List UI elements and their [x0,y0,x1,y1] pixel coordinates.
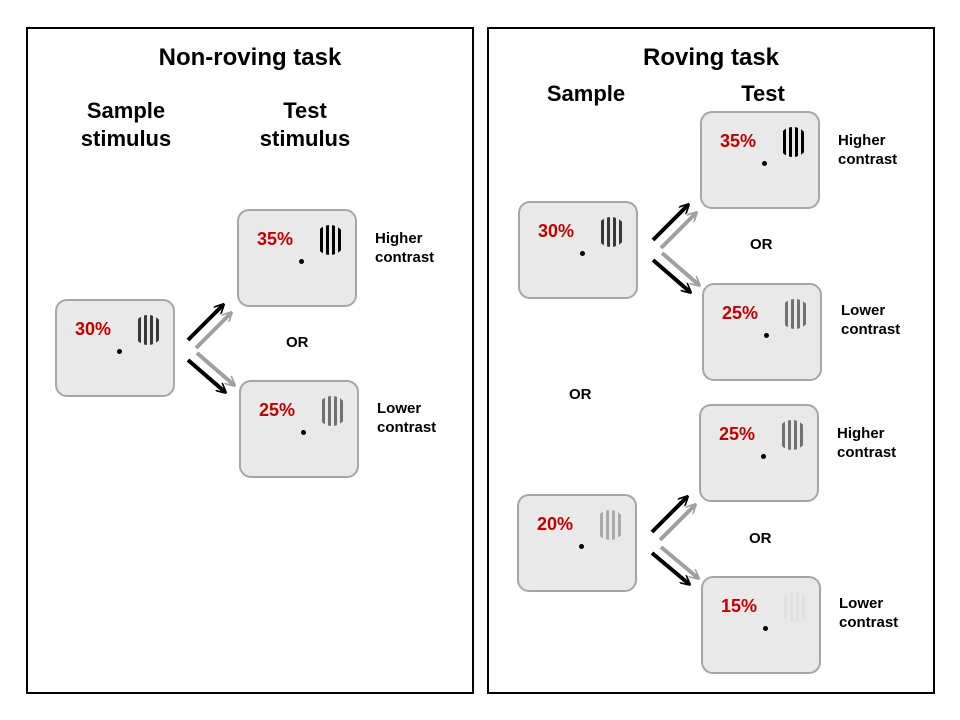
grating-stripe [319,225,323,255]
grating-stripe [331,225,335,255]
contrast-value: 30% [538,221,575,241]
fixation-dot [579,544,584,549]
contrast-value: 25% [722,303,759,323]
grating-stripe [149,315,153,345]
roving-title: Roving task [642,44,780,71]
grating-stripe [611,510,615,540]
arrow-down-pair [186,351,234,392]
sample-header: Sample [546,81,626,106]
grating-stripe [325,225,329,255]
grating-icon [317,396,347,426]
fixation-dot [301,430,306,435]
grating-stripe [600,217,604,247]
grating-stripe [618,217,622,247]
grating-stripe [137,315,141,345]
grating-stripe [339,396,343,426]
grating-stripe [606,217,610,247]
grating-icon [777,420,807,450]
grating-stripe [327,396,331,426]
fixation-dot [299,259,304,264]
or-label: OR [749,530,772,547]
fixation-dot [762,161,767,166]
grating-icon [778,127,808,157]
higher-contrast-label: Higher contrast [837,425,897,461]
arrow-up-pair [650,497,695,542]
grating-icon [596,217,626,247]
grating-stripe [795,592,799,622]
test-stimulus-lower-box: 25% [239,380,359,478]
contrast-value: 20% [537,514,574,534]
grating-stripe [788,127,792,157]
test-box-15: 15% [701,576,821,674]
grating-stripe [787,420,791,450]
contrast-value: 25% [719,424,756,444]
grating-stripe [802,299,806,329]
or-label: OR [286,334,309,351]
arrow-down-pair [650,545,698,584]
grating-icon [779,592,809,622]
fixation-dot [580,251,585,256]
test-box-25-lower: 25% [702,283,822,381]
grating-stripe [799,420,803,450]
fixation-dot [117,349,122,354]
test-header: Test [741,81,785,106]
grating-stripe [789,592,793,622]
grating-stripe [782,127,786,157]
test-stimulus-higher-box: 35% [237,209,357,307]
grating-icon [595,510,625,540]
grating-stripe [790,299,794,329]
grating-stripe [784,299,788,329]
grating-stripe [143,315,147,345]
contrast-value: 30% [75,319,112,339]
lower-contrast-label: Lower contrast [377,400,437,436]
lower-contrast-label: Lower contrast [841,302,901,338]
or-label-between-samples: OR [569,386,592,403]
arrow-up-pair [651,205,696,250]
grating-stripe [333,396,337,426]
grating-stripe [599,510,603,540]
grating-stripe [783,592,787,622]
grating-stripe [794,127,798,157]
grating-stripe [796,299,800,329]
higher-contrast-label: Higher contrast [838,132,898,168]
arrow-up-pair [186,305,231,350]
test-box-25-higher: 25% [699,404,819,502]
sample-box-30: 30% [518,201,638,299]
grating-stripe [800,127,804,157]
contrast-value: 25% [259,400,296,420]
grating-stripe [612,217,616,247]
test-stimulus-header: Test stimulus [259,98,351,151]
non-roving-title: Non-roving task [158,44,342,71]
grating-icon [780,299,810,329]
fixation-dot [761,454,766,459]
contrast-value: 15% [721,596,758,616]
grating-stripe [793,420,797,450]
grating-stripe [617,510,621,540]
contrast-value: 35% [720,131,757,151]
test-box-35: 35% [700,111,820,209]
or-label: OR [750,236,773,253]
higher-contrast-label: Higher contrast [375,230,435,266]
contrast-value: 35% [257,229,294,249]
arrow-down-pair [651,251,699,292]
fixation-dot [763,626,768,631]
sample-stimulus-box: 30% [55,299,175,397]
grating-stripe [801,592,805,622]
grating-stripe [155,315,159,345]
grating-icon [315,225,345,255]
grating-stripe [337,225,341,255]
fixation-dot [764,333,769,338]
sample-box-20: 20% [517,494,637,592]
lower-contrast-label: Lower contrast [839,595,899,631]
grating-stripe [321,396,325,426]
grating-icon [133,315,163,345]
grating-stripe [605,510,609,540]
sample-stimulus-header: Sample stimulus [80,98,172,151]
grating-stripe [781,420,785,450]
